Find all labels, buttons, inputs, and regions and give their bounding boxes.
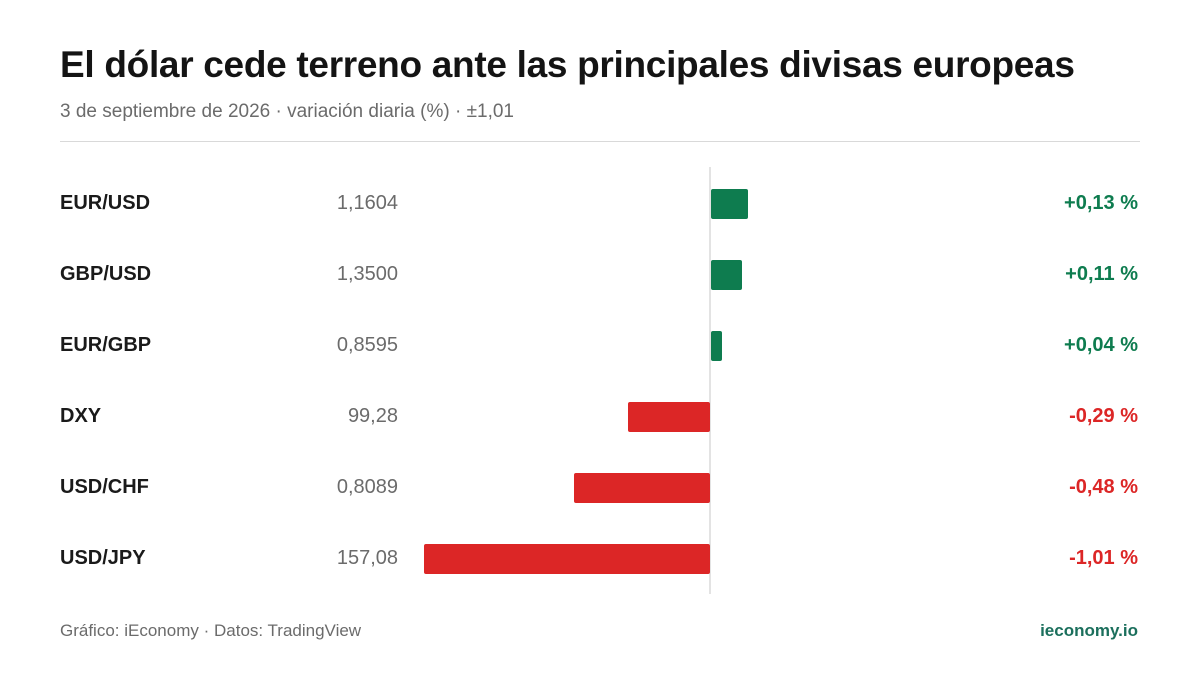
bar xyxy=(711,189,748,219)
price-label: 0,8595 xyxy=(336,334,398,356)
price-label: 1,1604 xyxy=(336,192,398,214)
brand-link[interactable]: ieconomy.io xyxy=(1040,621,1138,640)
change-label: -1,01 % xyxy=(1069,547,1138,569)
category-label: DXY xyxy=(60,405,102,427)
price-label: 1,3500 xyxy=(336,263,398,285)
bar xyxy=(424,544,710,574)
change-label: +0,04 % xyxy=(1064,334,1138,356)
category-label: USD/JPY xyxy=(60,547,146,569)
source-credit: Gráfico: iEconomy · Datos: TradingView xyxy=(60,621,362,640)
chart-subtitle: 3 de septiembre de 2026 · variación diar… xyxy=(60,101,514,122)
category-label: GBP/USD xyxy=(60,263,152,285)
bar xyxy=(627,402,710,432)
change-label: -0,29 % xyxy=(1069,405,1138,427)
price-label: 99,28 xyxy=(347,405,398,427)
category-label: USD/CHF xyxy=(60,476,149,498)
change-label: +0,13 % xyxy=(1064,192,1138,214)
price-label: 157,08 xyxy=(336,547,398,569)
chart-title: El dólar cede terreno ante las principal… xyxy=(60,44,1075,85)
bar xyxy=(574,473,710,503)
zero-axis-line xyxy=(709,167,711,594)
category-label: EUR/USD xyxy=(60,192,151,214)
bar xyxy=(711,331,723,361)
bar xyxy=(711,260,743,290)
price-label: 0,8089 xyxy=(336,476,398,498)
change-label: +0,11 % xyxy=(1065,263,1138,285)
category-label: EUR/GBP xyxy=(60,334,152,356)
change-label: -0,48 % xyxy=(1069,476,1138,498)
header-divider xyxy=(60,141,1140,142)
